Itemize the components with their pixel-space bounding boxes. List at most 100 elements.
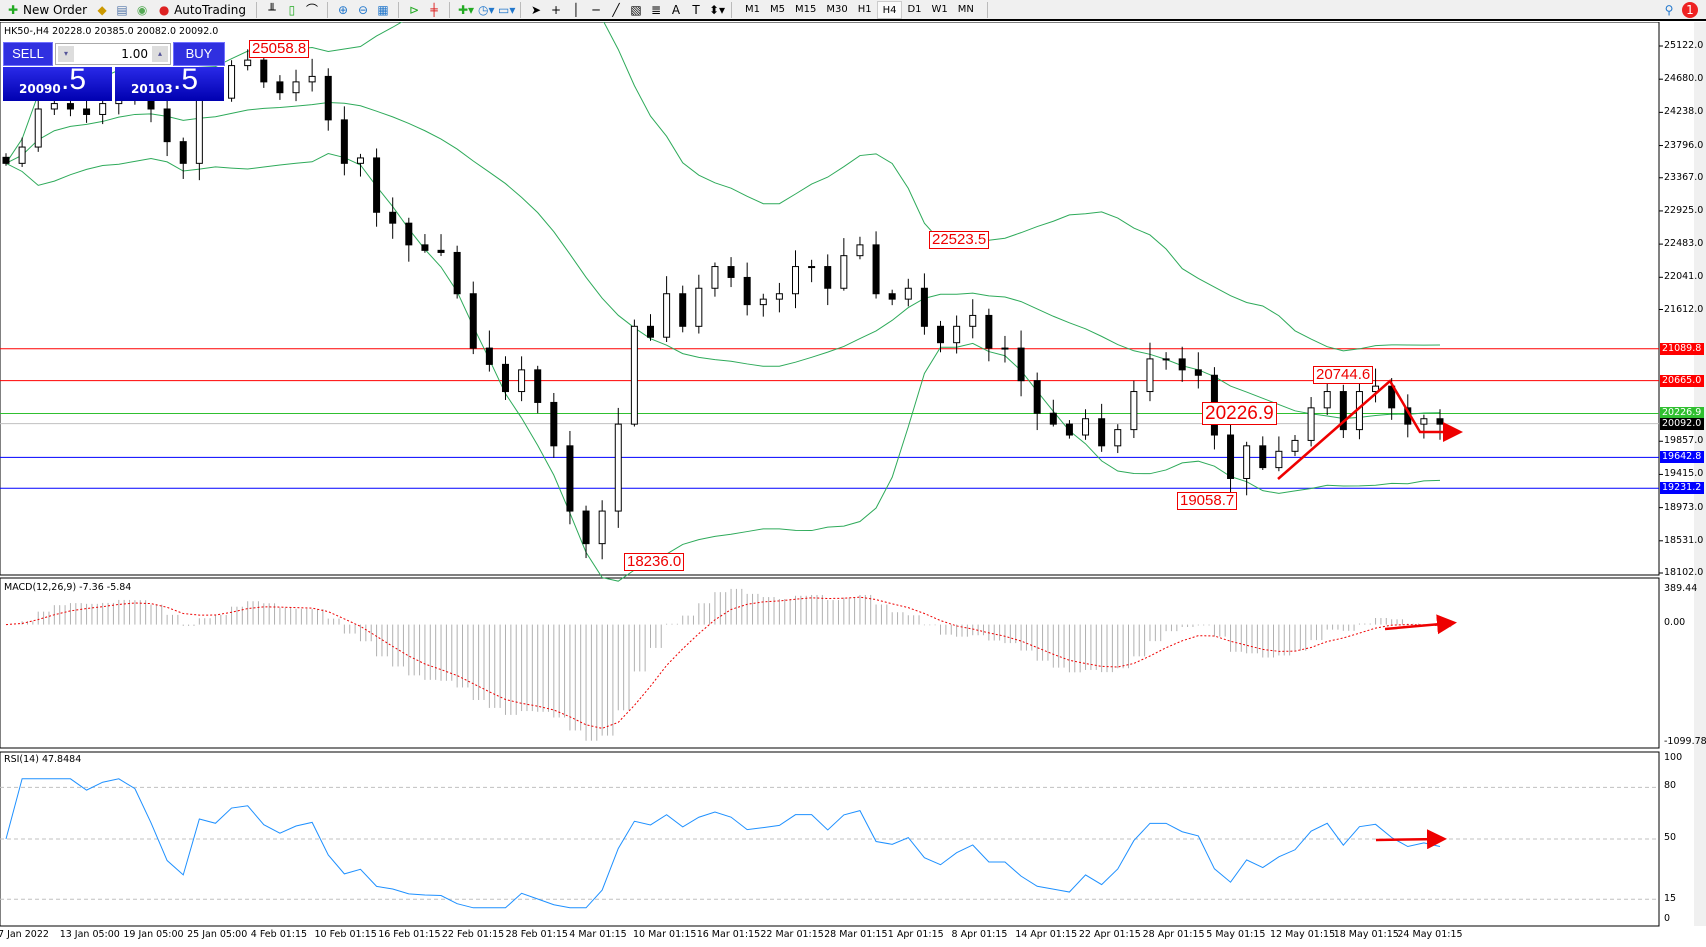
search-icon[interactable]: ⚲ bbox=[1664, 2, 1674, 17]
candle-body bbox=[1162, 358, 1170, 361]
timeframe-m15[interactable]: M15 bbox=[794, 3, 817, 15]
volume-increase-button[interactable]: ▴ bbox=[152, 46, 168, 62]
time-axis-label: 22 Feb 01:15 bbox=[441, 929, 505, 940]
price-axis-label: 19857.0 bbox=[1664, 435, 1704, 447]
candle-body bbox=[1130, 391, 1138, 431]
sell-price[interactable]: 20090.5 bbox=[3, 63, 112, 101]
crosshair-icon[interactable]: + bbox=[550, 2, 562, 17]
candle-body bbox=[743, 276, 751, 306]
candle-body bbox=[953, 325, 961, 344]
candle-body bbox=[405, 222, 413, 246]
timeframe-d1[interactable]: D1 bbox=[907, 3, 922, 15]
price-annotation[interactable]: 25058.8 bbox=[249, 40, 310, 58]
candle-body bbox=[534, 369, 542, 403]
candle-body bbox=[99, 103, 107, 115]
line-chart-icon[interactable]: ⌒ bbox=[305, 2, 318, 17]
timeframe-mn[interactable]: MN bbox=[957, 3, 974, 15]
sell-button[interactable]: SELL bbox=[3, 42, 53, 66]
bar-chart-icon[interactable]: ╨ bbox=[268, 2, 276, 17]
auto-scroll-icon[interactable]: ⊳ bbox=[408, 2, 420, 17]
level-price-tag: 19231.2 bbox=[1660, 482, 1704, 495]
autotrading-button[interactable]: ● AutoTrading bbox=[158, 2, 246, 17]
price-axis-label: 18531.0 bbox=[1664, 534, 1704, 546]
price-annotation[interactable]: 22523.5 bbox=[929, 231, 990, 249]
price-annotation[interactable]: 20226.9 bbox=[1202, 402, 1277, 425]
rsi-header: RSI(14) 47.8484 bbox=[4, 754, 82, 765]
rsi-axis-label: 0 bbox=[1664, 913, 1671, 924]
price-annotation[interactable]: 19058.7 bbox=[1177, 492, 1238, 510]
macd-axis-label: 0.00 bbox=[1664, 617, 1686, 628]
timeframe-h1[interactable]: H1 bbox=[857, 3, 872, 15]
text-icon[interactable]: A bbox=[671, 2, 681, 17]
one-click-trading-panel: SELL ▾ 1.00 ▴ BUY 20090.5 20103.5 bbox=[3, 42, 225, 101]
candlestick-icon[interactable]: ▯ bbox=[288, 2, 296, 17]
candle-body bbox=[1114, 429, 1122, 447]
time-axis-label: 24 May 01:15 bbox=[1397, 929, 1463, 940]
new-order-icon: ✚ bbox=[7, 2, 19, 17]
timeframe-m5[interactable]: M5 bbox=[769, 3, 785, 15]
candle-body bbox=[308, 75, 316, 83]
timeframe-h4[interactable]: H4 bbox=[876, 0, 903, 19]
candle-body bbox=[1194, 369, 1202, 376]
candle-body bbox=[792, 266, 800, 295]
fibonacci-icon[interactable]: ≣ bbox=[650, 2, 662, 17]
candle-body bbox=[1001, 347, 1009, 350]
candle-body bbox=[1146, 358, 1154, 393]
indicators-icon[interactable]: ✚▾ bbox=[457, 2, 475, 17]
candle-body bbox=[1227, 434, 1235, 479]
buy-button[interactable]: BUY bbox=[173, 42, 225, 66]
timeframe-m30[interactable]: M30 bbox=[826, 3, 848, 15]
history-center-icon[interactable]: ◆ bbox=[97, 2, 107, 17]
candle-body bbox=[775, 293, 783, 300]
tile-windows-icon[interactable]: ▦ bbox=[377, 2, 389, 17]
candle-body bbox=[663, 293, 671, 338]
time-axis-label: 4 Feb 01:15 bbox=[250, 929, 308, 940]
macd-panel-frame bbox=[0, 577, 1660, 749]
candle-body bbox=[179, 141, 187, 164]
macd-axis-label: 389.44 bbox=[1664, 583, 1698, 594]
buy-price[interactable]: 20103.5 bbox=[115, 63, 224, 101]
price-axis-label: 25122.0 bbox=[1664, 40, 1704, 51]
candle-body bbox=[1017, 347, 1025, 382]
chart-shift-icon[interactable]: ╪ bbox=[430, 2, 438, 17]
candle-body bbox=[1372, 385, 1380, 393]
templates-icon[interactable]: ▭▾ bbox=[497, 2, 516, 17]
volume-decrease-button[interactable]: ▾ bbox=[58, 46, 74, 62]
price-axis-label: 23796.0 bbox=[1664, 139, 1704, 151]
new-order-button[interactable]: ✚ New Order bbox=[7, 2, 88, 17]
candle-body bbox=[260, 59, 268, 83]
candle-body bbox=[276, 81, 284, 94]
vertical-line-icon[interactable]: │ bbox=[572, 2, 580, 17]
time-axis-label: 18 May 01:15 bbox=[1333, 929, 1399, 940]
arrows-icon[interactable]: ⬍▾ bbox=[708, 2, 726, 17]
text-label-icon[interactable]: T bbox=[692, 2, 700, 17]
zoom-out-icon[interactable]: ⊖ bbox=[357, 2, 369, 17]
rsi-axis-label: 50 bbox=[1664, 832, 1677, 843]
cursor-icon[interactable]: ➤ bbox=[530, 2, 542, 17]
timeframe-m1[interactable]: M1 bbox=[744, 3, 760, 15]
level-price-tag: 20226.9 bbox=[1660, 407, 1704, 420]
candle-body bbox=[389, 211, 397, 224]
candle-body bbox=[324, 75, 332, 121]
horizontal-line-icon[interactable]: ─ bbox=[592, 2, 600, 17]
zoom-in-icon[interactable]: ⊕ bbox=[337, 2, 349, 17]
trendline-icon[interactable]: ╱ bbox=[612, 2, 620, 17]
candle-body bbox=[630, 325, 638, 425]
signals-icon[interactable]: ◉ bbox=[136, 2, 148, 17]
market-watch-icon[interactable]: ▤ bbox=[116, 2, 128, 17]
candle-body bbox=[808, 266, 816, 269]
price-annotation[interactable]: 20744.6 bbox=[1313, 366, 1374, 384]
volume-value[interactable]: 1.00 bbox=[121, 47, 148, 61]
equidistant-channel-icon[interactable]: ▧ bbox=[630, 2, 642, 17]
separator bbox=[519, 1, 521, 18]
notifications-badge[interactable]: 1 bbox=[1682, 1, 1698, 18]
periods-icon[interactable]: ◷▾ bbox=[477, 2, 495, 17]
separator bbox=[397, 1, 399, 18]
time-axis-label: 16 Mar 01:15 bbox=[696, 929, 761, 940]
macd-axis-label: -1099.78 bbox=[1664, 736, 1706, 747]
timeframe-w1[interactable]: W1 bbox=[931, 3, 948, 15]
volume-field[interactable]: ▾ 1.00 ▴ bbox=[55, 43, 171, 65]
price-annotation[interactable]: 18236.0 bbox=[624, 553, 685, 571]
